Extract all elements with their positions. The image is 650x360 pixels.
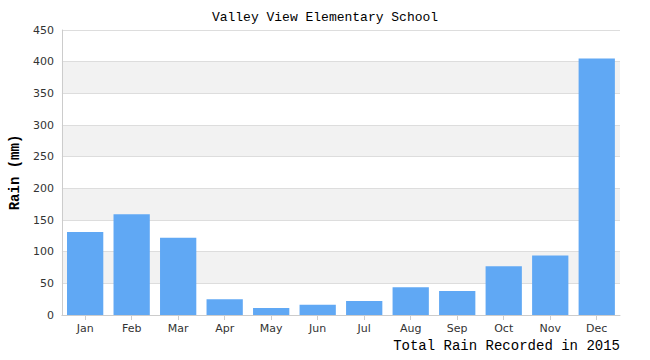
svg-text:450: 450	[33, 24, 54, 37]
svg-text:350: 350	[33, 87, 54, 100]
svg-text:250: 250	[33, 150, 54, 163]
svg-text:400: 400	[33, 55, 54, 68]
svg-text:Mar: Mar	[168, 322, 189, 335]
svg-text:Valley View Elementary School: Valley View Elementary School	[212, 10, 438, 25]
svg-text:Total Rain Recorded in 2015: Total Rain Recorded in 2015	[393, 338, 620, 354]
svg-text:0: 0	[47, 309, 54, 322]
svg-text:Jan: Jan	[76, 322, 94, 335]
svg-text:May: May	[260, 322, 283, 335]
svg-text:200: 200	[33, 182, 54, 195]
svg-text:Nov: Nov	[540, 322, 562, 335]
svg-text:Dec: Dec	[586, 322, 607, 335]
svg-text:Oct: Oct	[494, 322, 514, 335]
svg-text:Jul: Jul	[357, 322, 371, 335]
svg-text:Aug: Aug	[400, 322, 421, 335]
svg-text:Rain (mm): Rain (mm)	[7, 135, 23, 211]
svg-text:Apr: Apr	[215, 322, 235, 335]
svg-text:Feb: Feb	[122, 322, 141, 335]
svg-text:100: 100	[33, 245, 54, 258]
svg-text:150: 150	[33, 214, 54, 227]
svg-text:Jun: Jun	[308, 322, 326, 335]
svg-text:50: 50	[40, 277, 54, 290]
svg-text:Sep: Sep	[447, 322, 468, 335]
svg-text:300: 300	[33, 119, 54, 132]
